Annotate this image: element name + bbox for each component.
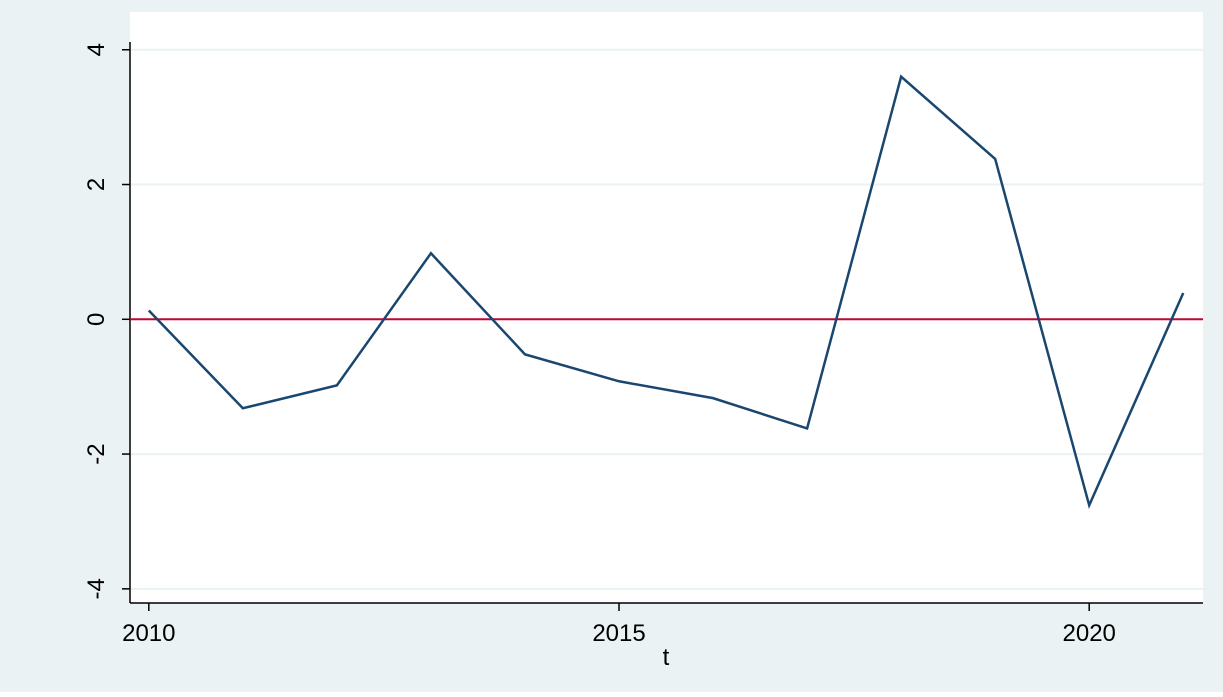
y-tick-label: -2 xyxy=(83,443,110,464)
plot-area xyxy=(130,12,1203,603)
x-tick-label: 2020 xyxy=(1063,620,1116,647)
x-axis-title: t xyxy=(663,644,670,671)
data-line xyxy=(147,74,1185,510)
y-tick-label: 2 xyxy=(83,178,110,191)
y-tick-label: 0 xyxy=(83,313,110,326)
y-tick-label: 4 xyxy=(83,43,110,56)
y-tick-label: -4 xyxy=(83,578,110,599)
x-tick-label: 2015 xyxy=(592,620,645,647)
x-tick-label: 2010 xyxy=(122,620,175,647)
